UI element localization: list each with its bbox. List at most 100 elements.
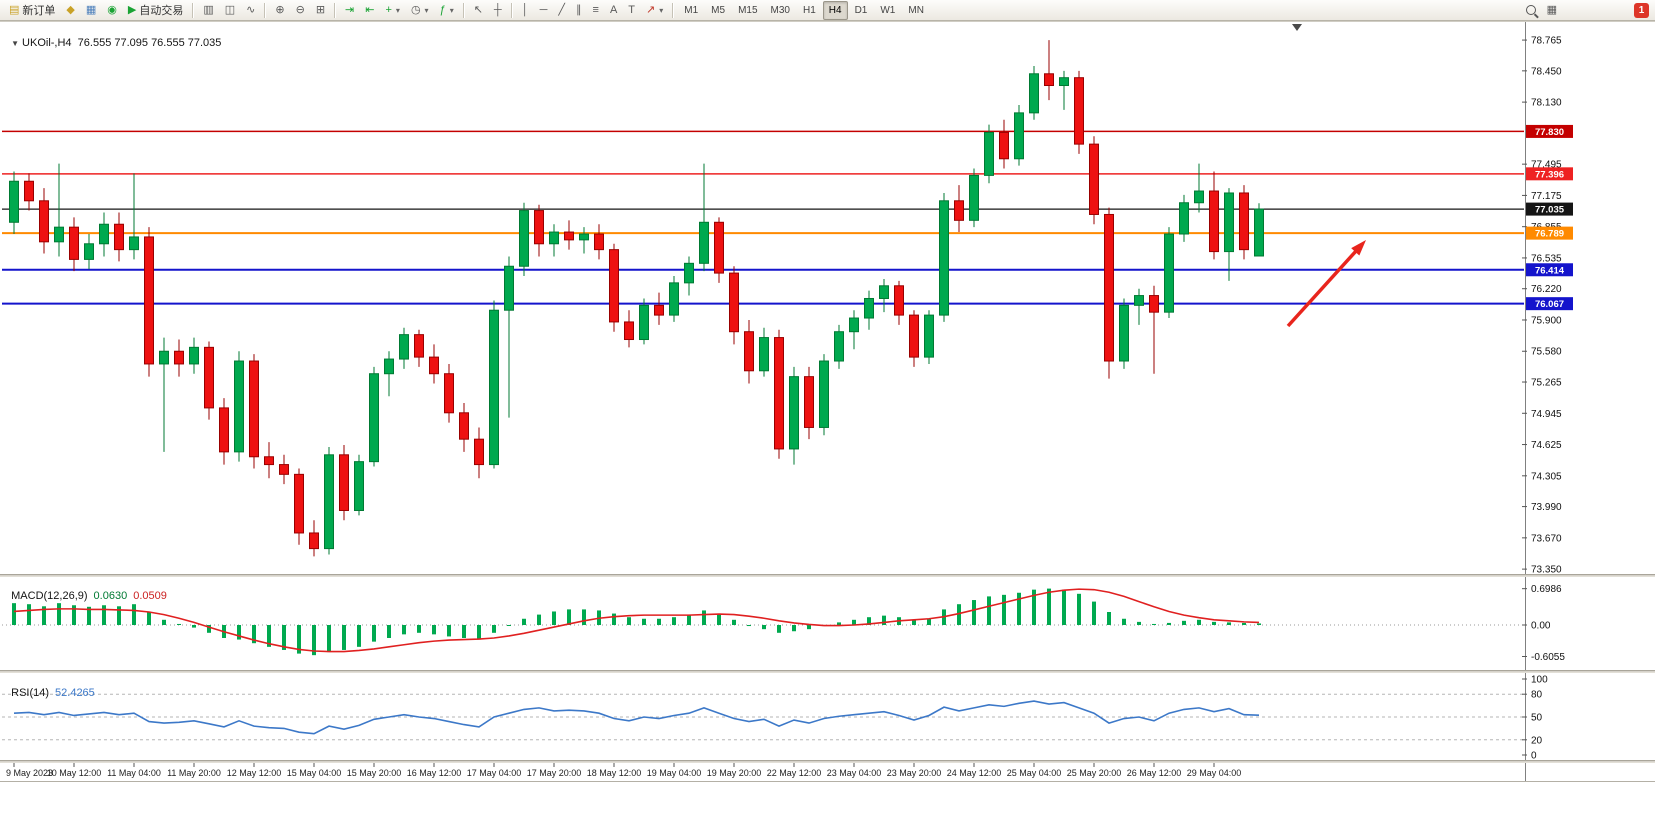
candle-body (909, 314, 919, 358)
candle-body (849, 317, 859, 333)
macd-bar (432, 625, 436, 635)
auto-trading-button[interactable]: ▶ 自动交易 (123, 0, 188, 21)
time-axis[interactable] (0, 763, 1524, 781)
macd-bar (57, 603, 61, 625)
label-tool-button[interactable]: T (623, 0, 640, 21)
candle-body (624, 321, 634, 341)
rsi-panel[interactable] (0, 673, 1524, 760)
data-window-button[interactable]: ◉ (102, 0, 122, 21)
candle-body (774, 337, 784, 450)
time-label: 11 May 04:00 (107, 768, 161, 778)
macd-bar (807, 625, 811, 630)
price-axis[interactable] (1525, 22, 1655, 760)
candle-body (1194, 190, 1204, 204)
price-tick-label: 75.580 (1531, 347, 1562, 358)
new-order-button[interactable]: ▤ 新订单 (4, 0, 60, 21)
candle-body (969, 174, 979, 221)
candle-body (324, 454, 334, 550)
vertical-line-button[interactable]: │ (517, 0, 534, 21)
crosshair-button[interactable]: ┼ (489, 0, 507, 21)
channel-icon: ∥ (576, 3, 582, 16)
candle-body (504, 265, 514, 311)
arrows-tool-button[interactable]: ↗ ▾ (641, 0, 668, 21)
timeframe-d1[interactable]: D1 (854, 4, 868, 16)
panel-divider[interactable] (0, 574, 1655, 577)
timeframe-h1[interactable]: H1 (802, 4, 816, 16)
macd-bar (342, 625, 346, 650)
macd-bar (927, 618, 931, 625)
macd-bar (1242, 622, 1246, 625)
svg-text:-0.6055: -0.6055 (1531, 652, 1565, 663)
price-tick-label: 74.945 (1531, 409, 1562, 420)
toolbar-separator (264, 2, 267, 18)
time-label: 15 May 04:00 (287, 768, 342, 778)
text-tool-button[interactable]: A (605, 0, 622, 21)
macd-panel[interactable] (0, 577, 1524, 670)
quick-trade-arrow-icon[interactable]: ▼ (11, 39, 20, 48)
candle-body (954, 200, 964, 221)
line-chart-button[interactable]: ∿ (241, 0, 260, 21)
panel-divider[interactable] (0, 760, 1655, 763)
macd-bar (327, 625, 331, 653)
grid-window-button[interactable]: ▦ (1542, 0, 1562, 21)
notification-badge[interactable]: 1 (1634, 2, 1649, 18)
zoom-in-icon: ⊕ (275, 3, 285, 16)
macd-bar (1137, 621, 1141, 625)
bar-chart-button[interactable]: ▥ (198, 0, 218, 21)
candle-body (1179, 202, 1189, 235)
macd-bar (387, 625, 391, 638)
time-label: 16 May 12:00 (407, 768, 462, 778)
macd-bar (12, 603, 16, 625)
timeframe-mn[interactable]: MN (908, 4, 924, 16)
timeframe-h4[interactable]: H4 (822, 0, 848, 20)
period-button[interactable]: ◷ ▾ (406, 0, 434, 21)
cursor-button[interactable]: ↖ (469, 0, 488, 21)
candle-body (249, 360, 259, 458)
candlestick-chart-button[interactable]: ◫ (220, 0, 240, 21)
trendline-button[interactable]: ╱ (553, 0, 570, 21)
svg-text:76.414: 76.414 (1535, 265, 1565, 276)
macd-bar (147, 612, 151, 625)
macd-bar (372, 625, 376, 642)
candle-body (594, 233, 604, 251)
experts-button[interactable]: ◆ (61, 0, 79, 21)
search-button[interactable] (1521, 0, 1541, 21)
channel-button[interactable]: ∥ (571, 0, 587, 21)
macd-bar (1167, 622, 1171, 625)
price-tick-label: 74.625 (1531, 440, 1562, 451)
zoom-out-button[interactable]: ⊖ (291, 0, 310, 21)
market-watch-button[interactable]: ▦ (81, 0, 101, 21)
main-chart-area[interactable] (0, 22, 1524, 574)
macd-bar (972, 600, 976, 625)
timeframe-m30[interactable]: M30 (770, 4, 790, 16)
macd-signal-line (13, 588, 1260, 653)
candle-body (579, 233, 589, 241)
macd-bar (1182, 620, 1186, 625)
toolbar-separator (510, 2, 513, 18)
tile-windows-button[interactable]: ⊞ (311, 0, 330, 21)
arrows-tool-icon: ↗ (646, 3, 656, 16)
chevron-down-icon: ▾ (395, 5, 400, 15)
macd-indicator-header: MACD(12,26,9) 0.0630 0.0509 (5, 578, 167, 602)
market-watch-icon: ▦ (85, 3, 97, 16)
chart-shift-button[interactable]: ⇤ (360, 0, 379, 21)
candle-body (1149, 295, 1159, 313)
auto-scroll-button[interactable]: ⇥ (340, 0, 359, 21)
time-label: 9 May 2023 (6, 768, 53, 778)
indicators-button[interactable]: ƒ ▾ (435, 0, 459, 21)
candle-body (939, 200, 949, 316)
timeframe-m1[interactable]: M1 (684, 4, 699, 16)
zoom-in-button[interactable]: ⊕ (270, 0, 289, 21)
timeframe-m5[interactable]: M5 (711, 4, 726, 16)
price-tick-label: 73.990 (1531, 502, 1562, 513)
fibonacci-button[interactable]: ≡ (588, 0, 604, 21)
rsi-title: RSI(14) (11, 687, 50, 699)
new-chart-button[interactable]: + ▾ (380, 0, 404, 21)
macd-bar (852, 619, 856, 625)
period-icon: ◷ (410, 3, 421, 16)
timeframe-w1[interactable]: W1 (880, 4, 896, 16)
panel-divider[interactable] (0, 670, 1655, 673)
horizontal-line-button[interactable]: ─ (535, 0, 553, 21)
macd-bar (177, 623, 181, 625)
timeframe-m15[interactable]: M15 (738, 4, 758, 16)
